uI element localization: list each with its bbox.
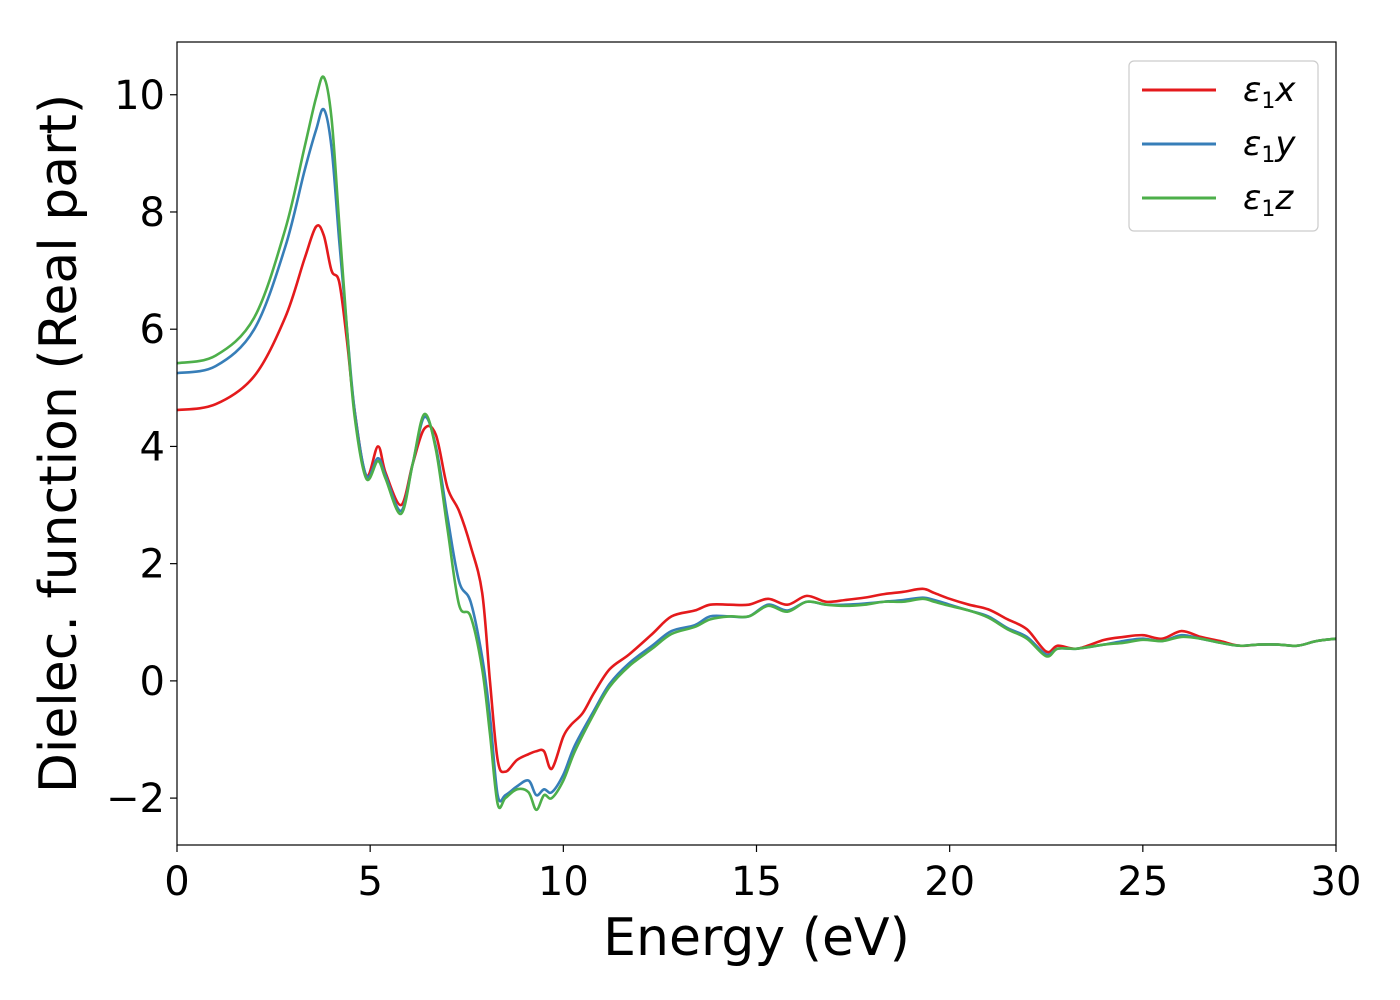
x-tick-label: 30 xyxy=(1311,859,1362,905)
x-tick-label: 0 xyxy=(164,859,189,905)
legend-label-y: ε1y xyxy=(1243,124,1296,168)
series-layer xyxy=(176,75,1337,812)
legend-label-z: ε1z xyxy=(1243,178,1294,222)
x-axis-ticks: 0 5 10 15 20 25 30 xyxy=(164,845,1361,905)
y-axis-ticks: −2 0 2 4 6 8 10 xyxy=(106,73,177,822)
x-tick-label: 25 xyxy=(1117,859,1168,905)
x-tick-label: 10 xyxy=(538,859,589,905)
y-tick-label: 8 xyxy=(140,190,165,236)
legend: ε1x ε1y ε1z xyxy=(1128,60,1319,232)
x-tick-label: 15 xyxy=(731,859,782,905)
y-tick-label: 10 xyxy=(114,73,165,119)
x-tick-label: 5 xyxy=(357,859,382,905)
x-axis-label: Energy (eV) xyxy=(603,908,910,968)
series-line-z xyxy=(176,75,1337,812)
series-line-x xyxy=(176,224,1337,774)
y-tick-label: 6 xyxy=(140,307,165,353)
y-tick-label: 0 xyxy=(140,659,165,705)
x-tick-label: 20 xyxy=(924,859,975,905)
legend-label-x: ε1x xyxy=(1243,70,1296,114)
y-axis-label: Dielec. function (Real part) xyxy=(29,94,89,793)
legend-box xyxy=(1128,60,1319,232)
y-tick-label: 4 xyxy=(140,424,165,470)
y-tick-label: −2 xyxy=(106,776,165,822)
y-tick-label: 2 xyxy=(140,542,165,588)
